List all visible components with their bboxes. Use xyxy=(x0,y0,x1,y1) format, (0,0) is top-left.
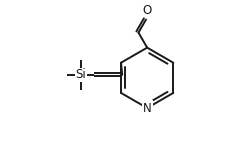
Text: O: O xyxy=(142,4,151,17)
Text: N: N xyxy=(143,101,152,115)
Text: Si: Si xyxy=(75,68,86,81)
